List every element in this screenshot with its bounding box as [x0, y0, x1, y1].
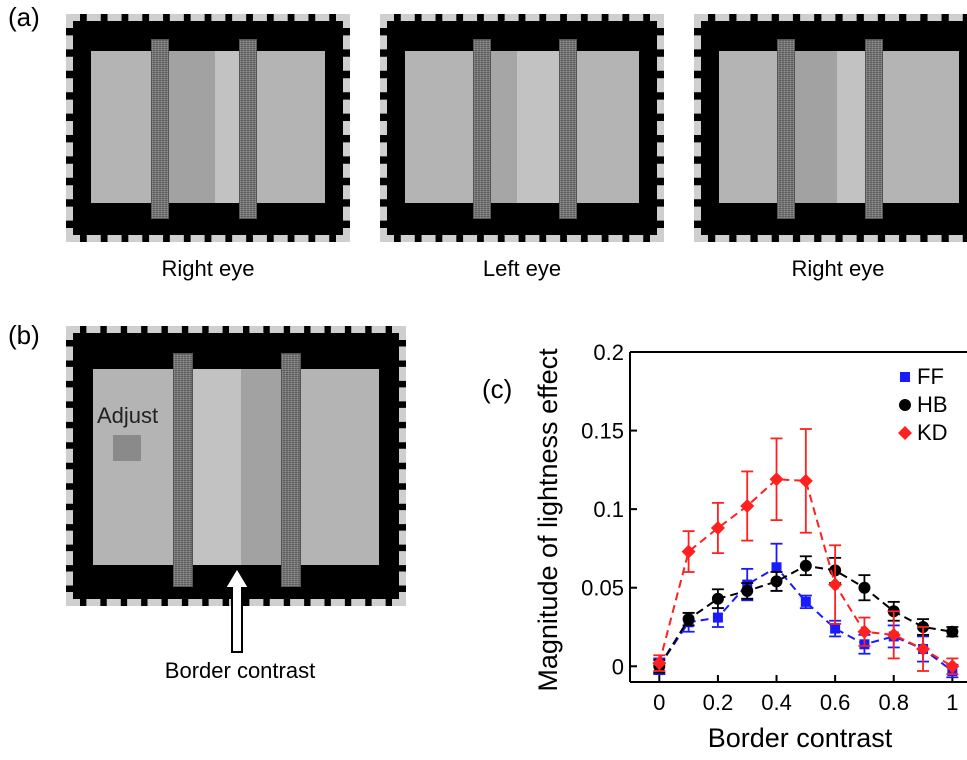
- caption-left-eye: Left eye: [482, 256, 562, 281]
- noise-bar-left: [473, 39, 491, 219]
- light-stripe: [193, 369, 241, 565]
- data-point: [712, 612, 723, 623]
- stimulus-right-eye-1: [66, 14, 350, 242]
- light-stripe: [517, 51, 567, 203]
- data-point: [916, 642, 931, 656]
- noise-bar-left: [777, 39, 795, 219]
- y-tick-label: 0.1: [593, 497, 624, 522]
- data-point: [886, 627, 901, 642]
- series-kd: [652, 428, 960, 676]
- caption-right-eye-1: Right eye: [161, 256, 255, 281]
- y-tick-label: 0.15: [581, 419, 624, 444]
- data-point: [769, 472, 784, 487]
- y-tick-label: 0.05: [581, 576, 624, 601]
- data-point: [945, 659, 960, 674]
- data-point: [741, 584, 754, 597]
- data-point: [858, 581, 871, 594]
- panel-c-label: (c): [482, 374, 513, 404]
- data-point: [771, 562, 782, 573]
- data-point: [711, 592, 724, 605]
- legend-marker-ff: [900, 372, 910, 382]
- data-point: [857, 624, 872, 639]
- lightness-effect-chart: 0 0.2 0.4 0.6 0.8 1 0 0.05 0.1 0.15 0.2 FF HB KD Bor…: [533, 340, 967, 753]
- legend-label-ff: FF: [917, 364, 944, 389]
- data-point: [828, 577, 843, 592]
- adjust-patch[interactable]: [113, 435, 141, 461]
- noise-bar-left: [173, 353, 193, 587]
- noise-bar-right: [239, 39, 257, 219]
- y-axis-label: Magnitude of lightness effect: [533, 348, 563, 692]
- noise-bar-right: [865, 39, 883, 219]
- noise-bar-right: [559, 39, 577, 219]
- series-line: [658, 478, 953, 668]
- panel-a-label: (a): [8, 2, 40, 32]
- stimulus-left-eye: [380, 14, 664, 242]
- x-tick-label: 0.8: [878, 690, 909, 715]
- stimulus-right-eye-2: [694, 14, 967, 242]
- data-point: [681, 544, 696, 559]
- x-tick-label: 0.4: [761, 690, 792, 715]
- data-point: [682, 613, 695, 626]
- y-tick-label: 0.2: [593, 340, 624, 365]
- data-point: [946, 625, 959, 638]
- x-tick-label: 0.6: [820, 690, 851, 715]
- x-tick-label: 0: [653, 690, 665, 715]
- x-tick-label: 0.2: [703, 690, 734, 715]
- legend-marker-hb: [899, 399, 911, 411]
- data-point: [740, 499, 755, 513]
- series-hb: [653, 555, 959, 674]
- dark-stripe: [487, 51, 517, 203]
- series-line: [658, 564, 953, 667]
- data-point: [799, 559, 812, 572]
- data-point: [710, 521, 725, 535]
- border-contrast-arrow: [223, 566, 251, 653]
- y-tick-label: 0: [612, 654, 624, 679]
- noise-bar-right: [281, 353, 301, 587]
- dark-stripe: [169, 51, 215, 203]
- dark-stripe: [795, 51, 837, 203]
- legend-label-hb: HB: [917, 392, 948, 417]
- data-point: [800, 596, 811, 607]
- data-point: [770, 575, 783, 588]
- data-point: [652, 656, 667, 671]
- caption-right-eye-2: Right eye: [791, 256, 885, 281]
- adjust-label: Adjust: [97, 403, 159, 428]
- noise-bar-left: [151, 39, 169, 219]
- legend-label-kd: KD: [917, 420, 948, 445]
- light-stripe: [837, 51, 867, 203]
- data-point: [798, 473, 813, 488]
- border-contrast-label: Border contrast: [164, 658, 316, 683]
- dark-stripe: [241, 369, 285, 565]
- x-axis-label: Border contrast: [708, 723, 893, 753]
- stimulus-adjust: Adjust: [66, 326, 406, 606]
- x-tick-label: 1: [946, 690, 958, 715]
- panel-b-label: (b): [8, 320, 40, 350]
- data-point: [830, 623, 841, 634]
- legend-marker-kd: [898, 426, 912, 440]
